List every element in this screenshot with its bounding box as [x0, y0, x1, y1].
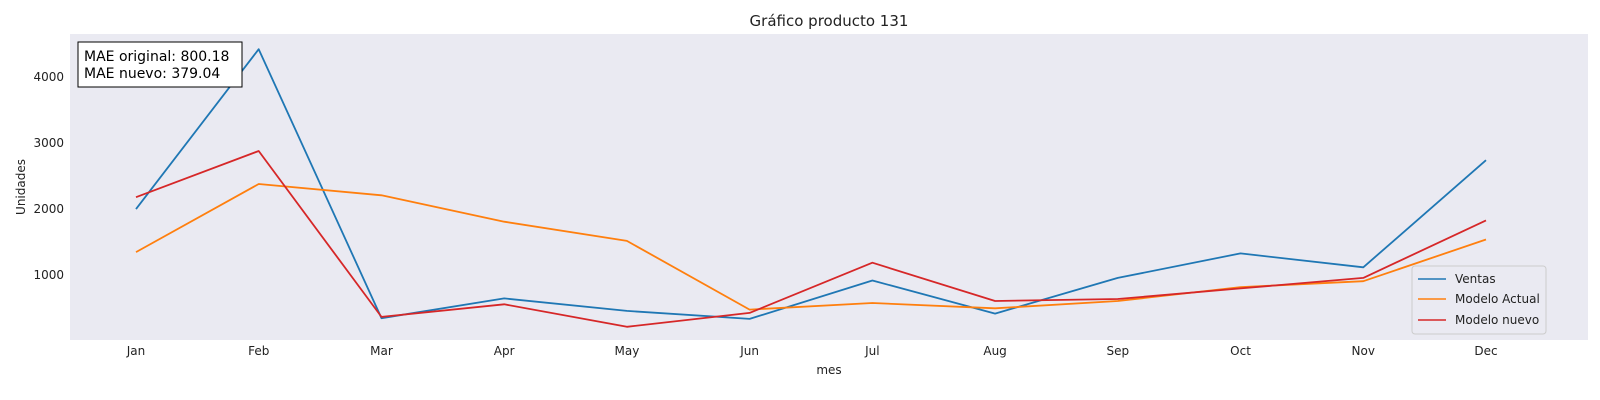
x-tick-oct: Oct	[1230, 344, 1251, 358]
y-tick-3000: 3000	[33, 136, 64, 150]
mae-new-text: MAE nuevo: 379.04	[84, 66, 220, 82]
x-tick-sep: Sep	[1107, 344, 1130, 358]
plot-area	[70, 34, 1588, 340]
x-tick-jun: Jun	[739, 344, 759, 358]
chart-title: Gráfico producto 131	[750, 12, 909, 30]
y-tick-2000: 2000	[33, 202, 64, 216]
series-line-modelo-nuevo	[135, 150, 1487, 328]
y-tick-1000: 1000	[33, 268, 64, 282]
x-tick-jan: Jan	[126, 344, 146, 358]
x-tick-nov: Nov	[1352, 344, 1375, 358]
x-axis-label: mes	[816, 363, 841, 377]
x-tick-dec: Dec	[1474, 344, 1497, 358]
y-tick-4000: 4000	[33, 70, 64, 84]
legend-label-modelo-nuevo: Modelo nuevo	[1455, 313, 1539, 327]
series-line-ventas	[135, 48, 1487, 320]
x-tick-aug: Aug	[983, 344, 1006, 358]
x-tick-apr: Apr	[494, 344, 515, 358]
legend-box	[1411, 265, 1547, 335]
y-tick-labels: 1000 2000 3000 4000	[33, 70, 64, 282]
mae-annotation: MAE original: 800.18 MAE nuevo: 379.04	[77, 41, 243, 88]
legend-label-ventas: Ventas	[1455, 272, 1496, 286]
x-tick-mar: Mar	[370, 344, 393, 358]
mae-original-text: MAE original: 800.18	[84, 49, 229, 65]
x-tick-feb: Feb	[248, 344, 269, 358]
legend-label-modelo-actual: Modelo Actual	[1455, 292, 1540, 306]
y-axis-label: Unidades	[14, 159, 28, 215]
x-tick-labels: Jan Feb Mar Apr May Jun Jul Aug Sep Oct Nov Dec	[126, 344, 1498, 358]
x-tick-jul: Jul	[864, 344, 879, 358]
x-tick-may: May	[615, 344, 640, 358]
mae-annotation-box	[77, 41, 243, 88]
series-lines	[135, 48, 1487, 328]
legend: Ventas Modelo Actual Modelo nuevo	[1411, 265, 1547, 335]
